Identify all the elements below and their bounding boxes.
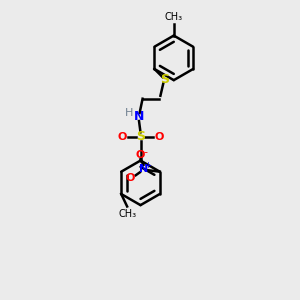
Text: CH₃: CH₃ — [118, 209, 136, 219]
Text: CH₃: CH₃ — [165, 12, 183, 22]
Text: O: O — [154, 132, 164, 142]
Text: O: O — [126, 173, 135, 183]
Text: S: S — [160, 73, 169, 86]
Text: N: N — [139, 164, 148, 174]
Text: H: H — [125, 108, 134, 118]
Text: -: - — [143, 147, 148, 157]
Text: O: O — [117, 132, 127, 142]
Text: +: + — [144, 161, 151, 170]
Text: S: S — [136, 130, 145, 143]
Text: O: O — [136, 150, 145, 160]
Text: N: N — [134, 110, 144, 123]
